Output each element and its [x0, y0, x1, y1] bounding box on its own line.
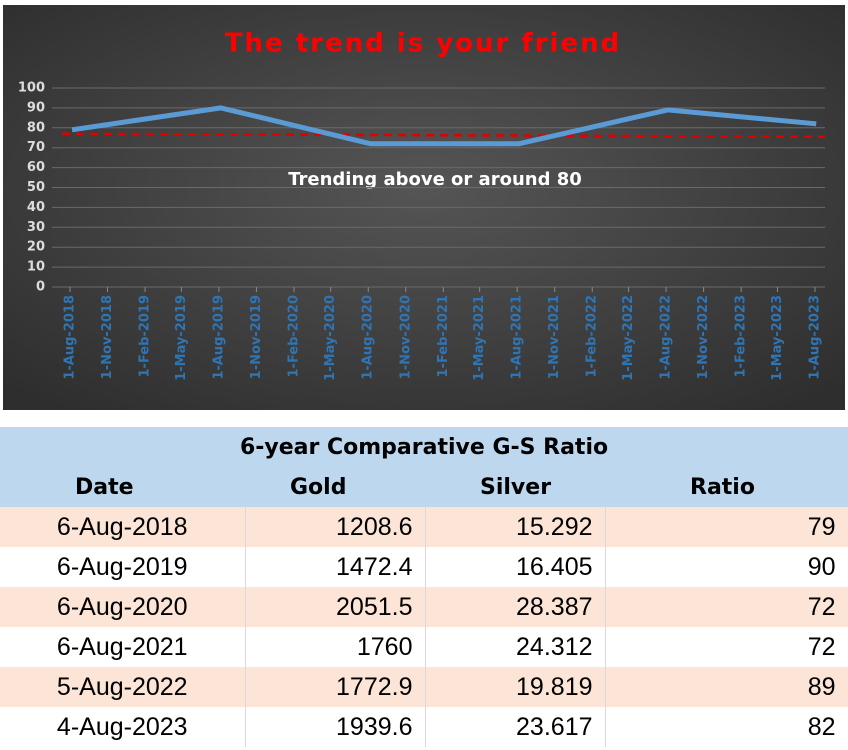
- x-tick-label: 1-May-2021: [472, 295, 487, 381]
- table-row: 5-Aug-2022 1772.9 19.819 89: [0, 667, 848, 707]
- x-tick-label: 1-Aug-2019: [211, 295, 226, 380]
- table-cell: 24.312: [425, 627, 606, 667]
- trendline: [61, 132, 826, 139]
- chart: The trend is your friend Trending above …: [3, 5, 845, 410]
- table-cell: 1772.9: [245, 667, 426, 707]
- data-table: 6-year Comparative G-S Ratio Date Gold Sil…: [0, 427, 848, 747]
- table-row: 4-Aug-2023 1939.6 23.617 82: [0, 707, 848, 747]
- x-tick-label: 1-Feb-2021: [436, 295, 451, 378]
- table-cell: 1760: [245, 627, 426, 667]
- table-cell: 1939.6: [245, 707, 426, 747]
- table-cell: 19.819: [425, 667, 606, 707]
- column-header: Silver: [425, 467, 605, 507]
- y-tick-label: 90: [27, 100, 45, 115]
- x-tick-label: 1-Feb-2020: [286, 295, 301, 378]
- x-tick-label: 1-May-2019: [174, 295, 189, 381]
- table-row: 6-Aug-2019 1472.4 16.405 90: [0, 547, 848, 587]
- y-tick-label: 80: [27, 120, 45, 135]
- table-cell: 6-Aug-2018: [0, 507, 246, 547]
- table-cell: 90: [605, 547, 848, 587]
- x-tick-label: 1-Nov-2022: [696, 295, 711, 379]
- table-cell: 2051.5: [245, 587, 426, 627]
- x-tick-label: 1-May-2023: [770, 295, 785, 381]
- line: [71, 105, 817, 147]
- table-cell: 6-Aug-2021: [0, 627, 246, 667]
- x-tick-label: 1-Aug-2021: [510, 295, 525, 380]
- x-tick-label: 1-Feb-2019: [138, 295, 153, 378]
- table-row: 6-Aug-2020 2051.5 28.387 72: [0, 587, 848, 627]
- table-row: 6-Aug-2018 1208.6 15.292 79: [0, 507, 848, 547]
- x-tick-label: 1-Aug-2023: [808, 295, 823, 380]
- table-cell: 1208.6: [245, 507, 426, 547]
- x-tick-label: 1-Aug-2020: [361, 295, 376, 380]
- table-cell: 72: [605, 627, 848, 667]
- x-tick-label: 1-Aug-2022: [659, 295, 674, 380]
- table-title: 6-year Comparative G-S Ratio: [0, 427, 848, 467]
- x-tick-label: 1-Nov-2021: [547, 295, 562, 379]
- y-tick-label: 20: [27, 240, 45, 255]
- y-tick-label: 50: [27, 180, 45, 195]
- x-tick-label: 1-May-2022: [621, 295, 636, 381]
- table-cell: 82: [605, 707, 848, 747]
- y-tick-label: 10: [27, 260, 45, 275]
- table-cell: 23.617: [425, 707, 606, 747]
- table-row: 6-Aug-2021 1760 24.312 72: [0, 627, 848, 667]
- table-cell: 79: [605, 507, 848, 547]
- column-header: Date: [0, 467, 245, 507]
- y-tick-label: 0: [36, 280, 45, 295]
- table-cell: 15.292: [425, 507, 606, 547]
- y-tick-label: 30: [27, 220, 45, 235]
- x-tick-label: 1-Nov-2020: [398, 295, 413, 379]
- y-tick-label: 40: [27, 200, 45, 215]
- table-cell: 6-Aug-2019: [0, 547, 246, 587]
- table-cell: 4-Aug-2023: [0, 707, 246, 747]
- table-cell: 72: [605, 587, 848, 627]
- table-cell: 28.387: [425, 587, 606, 627]
- x-tick-label: 1-May-2020: [323, 295, 338, 381]
- table-cell: 1472.4: [245, 547, 426, 587]
- table-cell: 5-Aug-2022: [0, 667, 246, 707]
- x-tick-label: 1-Nov-2018: [100, 295, 115, 379]
- table-cell: 16.405: [425, 547, 606, 587]
- column-header: Gold: [245, 467, 425, 507]
- x-tick-label: 1-Aug-2018: [63, 295, 78, 380]
- column-header: Ratio: [605, 467, 848, 507]
- y-tick-label: 60: [27, 160, 45, 175]
- y-tick-label: 70: [27, 140, 45, 155]
- chart-title: The trend is your friend: [225, 29, 621, 59]
- table-cell: 6-Aug-2020: [0, 587, 246, 627]
- y-tick-label: 100: [18, 81, 45, 96]
- x-tick-label: 1-Feb-2023: [734, 295, 749, 378]
- x-tick-label: 1-Feb-2022: [585, 295, 600, 378]
- table-cell: 89: [605, 667, 848, 707]
- x-tick-label: 1-Nov-2019: [249, 295, 264, 379]
- annotation: Trending above or around 80: [288, 169, 582, 190]
